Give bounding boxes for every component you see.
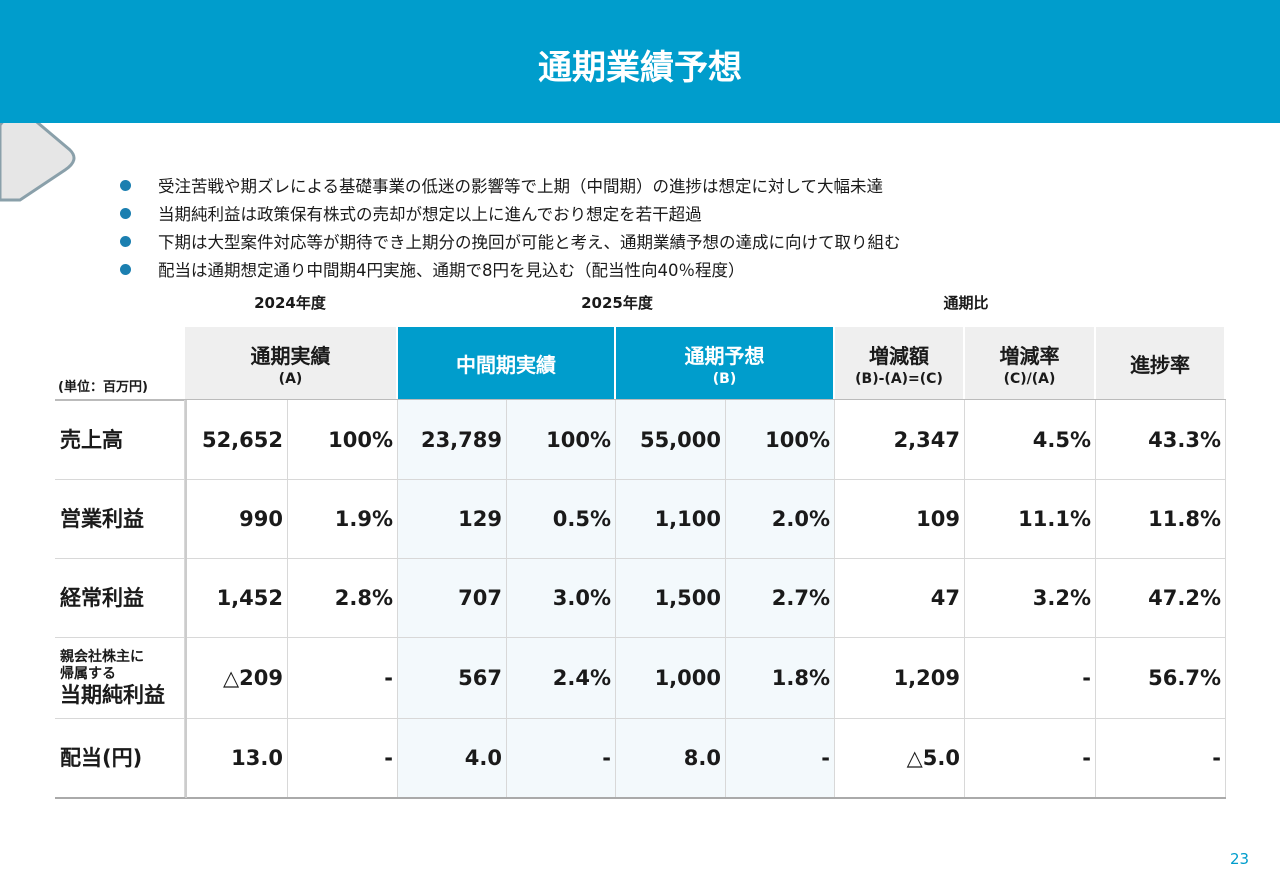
- cell: 0.5%: [507, 480, 616, 559]
- cell: 3.0%: [507, 559, 616, 638]
- cell: 55,000: [616, 400, 726, 480]
- unit-label: (単位：百万円): [58, 380, 148, 395]
- bullet-text: 配当は通期想定通り中間期4円実施、通期で8円を見込む（配当性向40％程度）: [158, 261, 745, 280]
- row-label: 売上高: [55, 400, 185, 480]
- header-cell: 通期実績 (A): [185, 327, 398, 400]
- row-label-line: 営業利益: [60, 507, 144, 531]
- bullet-dot: [120, 264, 131, 275]
- row-label: 経常利益: [55, 559, 185, 638]
- cell: 707: [398, 559, 507, 638]
- bullet-text: 受注苦戦や期ズレによる基礎事業の低迷の影響等で上期（中間期）の進捗は想定に対して…: [158, 177, 884, 196]
- header-label: 進捗率: [1130, 353, 1190, 377]
- header-label: 通期実績: [250, 344, 331, 368]
- cell: -: [288, 719, 398, 798]
- cell: 567: [398, 638, 507, 719]
- bullet-dot: [120, 208, 131, 219]
- cell: -: [965, 638, 1096, 719]
- page-number: 23: [1230, 850, 1250, 868]
- header-cell: 増減額 (B)-(A)=(C): [835, 327, 965, 400]
- bullet-dot: [120, 180, 131, 191]
- group-label: 2025年度: [581, 294, 653, 312]
- cell: 129: [398, 480, 507, 559]
- cell: △209: [185, 638, 288, 719]
- cell: -: [965, 719, 1096, 798]
- cell: 2.8%: [288, 559, 398, 638]
- cell: 100%: [726, 400, 835, 480]
- header-sub: (A): [278, 371, 303, 387]
- cell: 1.9%: [288, 480, 398, 559]
- cell: 47: [835, 559, 965, 638]
- header-cell: 通期予想 (B): [616, 327, 835, 400]
- cell: 2.4%: [507, 638, 616, 719]
- cell: 52,652: [185, 400, 288, 480]
- header-cell: 中間期実績: [398, 327, 616, 400]
- cell: 1,452: [185, 559, 288, 638]
- cell: 1,000: [616, 638, 726, 719]
- cell: -: [1096, 719, 1226, 798]
- cell: 47.2%: [1096, 559, 1226, 638]
- header-sub: (B): [712, 371, 737, 387]
- row-label-line: 売上高: [60, 427, 123, 452]
- header-sub: (C)/(A): [1003, 371, 1056, 387]
- cell: 2.7%: [726, 559, 835, 638]
- cell: 11.8%: [1096, 480, 1226, 559]
- row-label: 配当(円): [55, 719, 185, 798]
- row-label: 営業利益: [55, 480, 185, 559]
- cell: -: [726, 719, 835, 798]
- bullet-dot: [120, 236, 131, 247]
- cell: 109: [835, 480, 965, 559]
- cell: 23,789: [398, 400, 507, 480]
- row-label: 親会社株主に 帰属する 当期純利益: [55, 638, 185, 719]
- cell: 13.0: [185, 719, 288, 798]
- title: 通期業績予想: [538, 48, 742, 88]
- cell: 990: [185, 480, 288, 559]
- header-label: 通期予想: [684, 344, 765, 368]
- cell: 4.0: [398, 719, 507, 798]
- cell: 100%: [507, 400, 616, 480]
- bullet-text: 下期は大型案件対応等が期待でき上期分の挽回が可能と考え、通期業績予想の達成に向け…: [158, 233, 901, 252]
- cell: 56.7%: [1096, 638, 1226, 719]
- row-label-line: 帰属する: [60, 666, 116, 682]
- row-label-line: 経常利益: [60, 586, 144, 610]
- cell: 100%: [288, 400, 398, 480]
- row-label-line: 配当(円): [60, 746, 143, 770]
- cell: 2,347: [835, 400, 965, 480]
- cell: 1.8%: [726, 638, 835, 719]
- cell: 4.5%: [965, 400, 1096, 480]
- header-label: 増減率: [999, 344, 1060, 368]
- group-label: 2024年度: [254, 294, 326, 312]
- header-cell: 増減率 (C)/(A): [965, 327, 1096, 400]
- cell: 43.3%: [1096, 400, 1226, 480]
- header-label: 増減額: [869, 344, 929, 368]
- cell: -: [288, 638, 398, 719]
- cell: 11.1%: [965, 480, 1096, 559]
- cell: 1,209: [835, 638, 965, 719]
- rule: [55, 797, 1226, 799]
- cell: 2.0%: [726, 480, 835, 559]
- cell: 1,500: [616, 559, 726, 638]
- group-label: 通期比: [943, 294, 989, 312]
- cell: 1,100: [616, 480, 726, 559]
- bullet-text: 当期純利益は政策保有株式の売却が想定以上に進んでおり想定を若干超過: [158, 205, 702, 224]
- row-label-line: 親会社株主に: [60, 649, 144, 665]
- row-label-line: 当期純利益: [60, 683, 165, 707]
- cell: 8.0: [616, 719, 726, 798]
- header-sub: (B)-(A)=(C): [855, 371, 943, 387]
- header-band: [0, 0, 1280, 123]
- header-label: 中間期実績: [456, 353, 556, 377]
- cell: 3.2%: [965, 559, 1096, 638]
- cell: -: [507, 719, 616, 798]
- cell: △5.0: [835, 719, 965, 798]
- rule: [185, 400, 187, 798]
- header-cell: 進捗率: [1096, 327, 1226, 400]
